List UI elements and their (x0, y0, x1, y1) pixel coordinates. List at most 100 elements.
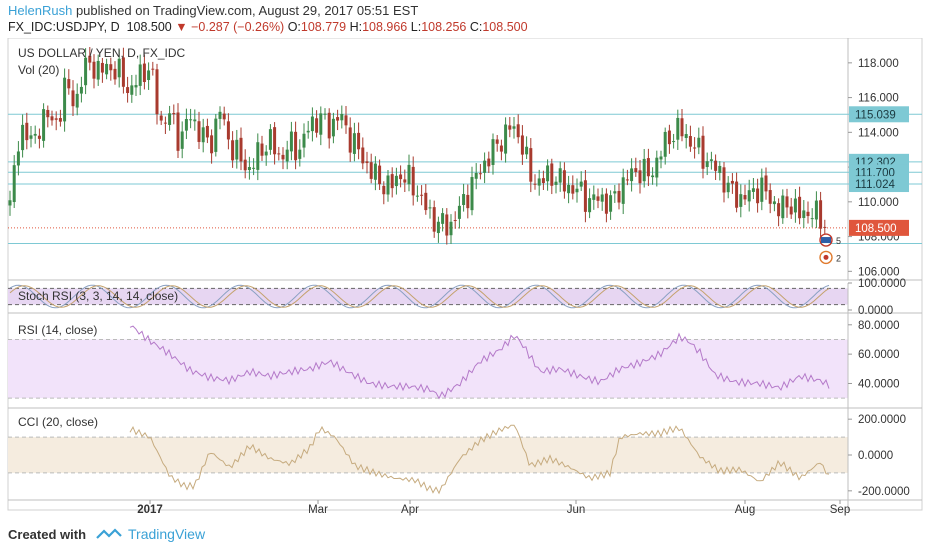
candle-body[interactable] (646, 158, 650, 177)
candle-body[interactable] (201, 127, 205, 143)
candle-body[interactable] (390, 174, 394, 189)
candle-body[interactable] (604, 193, 608, 214)
candle-body[interactable] (676, 117, 680, 140)
candle-body[interactable] (495, 139, 499, 144)
candle-body[interactable] (613, 191, 617, 194)
candle-body[interactable] (726, 182, 730, 193)
candle-body[interactable] (315, 118, 319, 133)
candle-body[interactable] (432, 207, 436, 232)
candle-body[interactable] (596, 196, 600, 201)
candle-body[interactable] (155, 69, 159, 115)
candle-body[interactable] (730, 180, 734, 184)
candle-body[interactable] (252, 167, 256, 169)
cci-line[interactable] (129, 424, 830, 495)
candle-body[interactable] (369, 162, 373, 179)
candle-body[interactable] (327, 112, 331, 139)
candle-body[interactable] (680, 118, 684, 137)
candle-body[interactable] (58, 118, 62, 122)
candle-body[interactable] (323, 113, 327, 115)
candle-body[interactable] (617, 190, 621, 203)
candle-body[interactable] (714, 160, 718, 171)
candle-body[interactable] (441, 213, 445, 224)
candle-body[interactable] (466, 194, 470, 209)
stoch-d-line[interactable] (9, 285, 830, 308)
candle-body[interactable] (373, 163, 377, 180)
candle-body[interactable] (722, 167, 726, 193)
candle-body[interactable] (655, 157, 659, 178)
candle-body[interactable] (785, 196, 789, 208)
candle-body[interactable] (760, 177, 764, 202)
candle-body[interactable] (16, 151, 20, 166)
candle-body[interactable] (281, 154, 285, 160)
candle-body[interactable] (403, 179, 407, 183)
candle-body[interactable] (743, 195, 747, 200)
candle-body[interactable] (504, 124, 508, 154)
candle-body[interactable] (550, 163, 554, 186)
author-link[interactable]: HelenRush (8, 3, 73, 18)
candle-body[interactable] (546, 165, 550, 182)
candle-body[interactable] (289, 131, 293, 152)
candle-body[interactable] (54, 118, 58, 120)
candle-body[interactable] (285, 149, 289, 162)
candle-body[interactable] (222, 113, 226, 120)
candle-body[interactable] (84, 57, 88, 86)
candle-body[interactable] (168, 113, 172, 125)
candle-body[interactable] (491, 139, 495, 165)
candle-body[interactable] (96, 60, 100, 80)
candle-body[interactable] (50, 116, 54, 121)
candle-body[interactable] (567, 184, 571, 194)
candle-body[interactable] (231, 140, 235, 161)
candle-body[interactable] (735, 181, 739, 208)
candle-body[interactable] (407, 164, 411, 185)
candle-body[interactable] (256, 142, 260, 170)
candle-body[interactable] (268, 129, 272, 150)
candle-body[interactable] (247, 167, 251, 171)
candle-body[interactable] (142, 63, 146, 83)
candle-body[interactable] (235, 139, 239, 160)
candle-body[interactable] (529, 148, 533, 182)
candle-body[interactable] (176, 112, 180, 151)
candle-body[interactable] (117, 58, 121, 78)
candle-body[interactable] (642, 158, 646, 182)
candle-body[interactable] (147, 70, 151, 81)
candle-body[interactable] (768, 190, 772, 204)
candle-body[interactable] (772, 201, 776, 205)
candle-body[interactable] (718, 165, 722, 173)
candle-body[interactable] (302, 133, 306, 148)
candle-body[interactable] (579, 181, 583, 187)
candle-body[interactable] (336, 117, 340, 121)
candle-body[interactable] (609, 195, 613, 212)
candle-body[interactable] (184, 118, 188, 131)
candle-body[interactable] (126, 87, 130, 94)
candle-body[interactable] (264, 151, 268, 156)
candle-body[interactable] (621, 177, 625, 204)
candle-body[interactable] (558, 168, 562, 183)
candle-body[interactable] (163, 122, 167, 124)
candle-body[interactable] (638, 170, 642, 184)
candle-body[interactable] (420, 194, 424, 196)
candle-body[interactable] (667, 130, 671, 145)
candle-body[interactable] (415, 195, 419, 197)
candle-body[interactable] (823, 226, 827, 228)
candle-body[interactable] (630, 168, 634, 182)
rsi-line[interactable] (129, 325, 830, 400)
candle-body[interactable] (625, 179, 629, 181)
candle-body[interactable] (121, 57, 125, 87)
candle-body[interactable] (709, 159, 713, 161)
candle-body[interactable] (478, 173, 482, 175)
candle-body[interactable] (79, 86, 83, 94)
candle-body[interactable] (159, 115, 163, 121)
candle-body[interactable] (751, 188, 755, 192)
candle-body[interactable] (583, 180, 587, 212)
candle-body[interactable] (92, 61, 96, 79)
candle-body[interactable] (457, 205, 461, 219)
candle-body[interactable] (197, 121, 201, 142)
candle-body[interactable] (462, 194, 466, 206)
candle-body[interactable] (218, 111, 222, 119)
candle-body[interactable] (100, 62, 104, 73)
candle-body[interactable] (239, 137, 243, 162)
candle-body[interactable] (453, 220, 457, 222)
candle-body[interactable] (411, 166, 415, 196)
candle-body[interactable] (520, 135, 524, 155)
candle-body[interactable] (571, 185, 575, 194)
